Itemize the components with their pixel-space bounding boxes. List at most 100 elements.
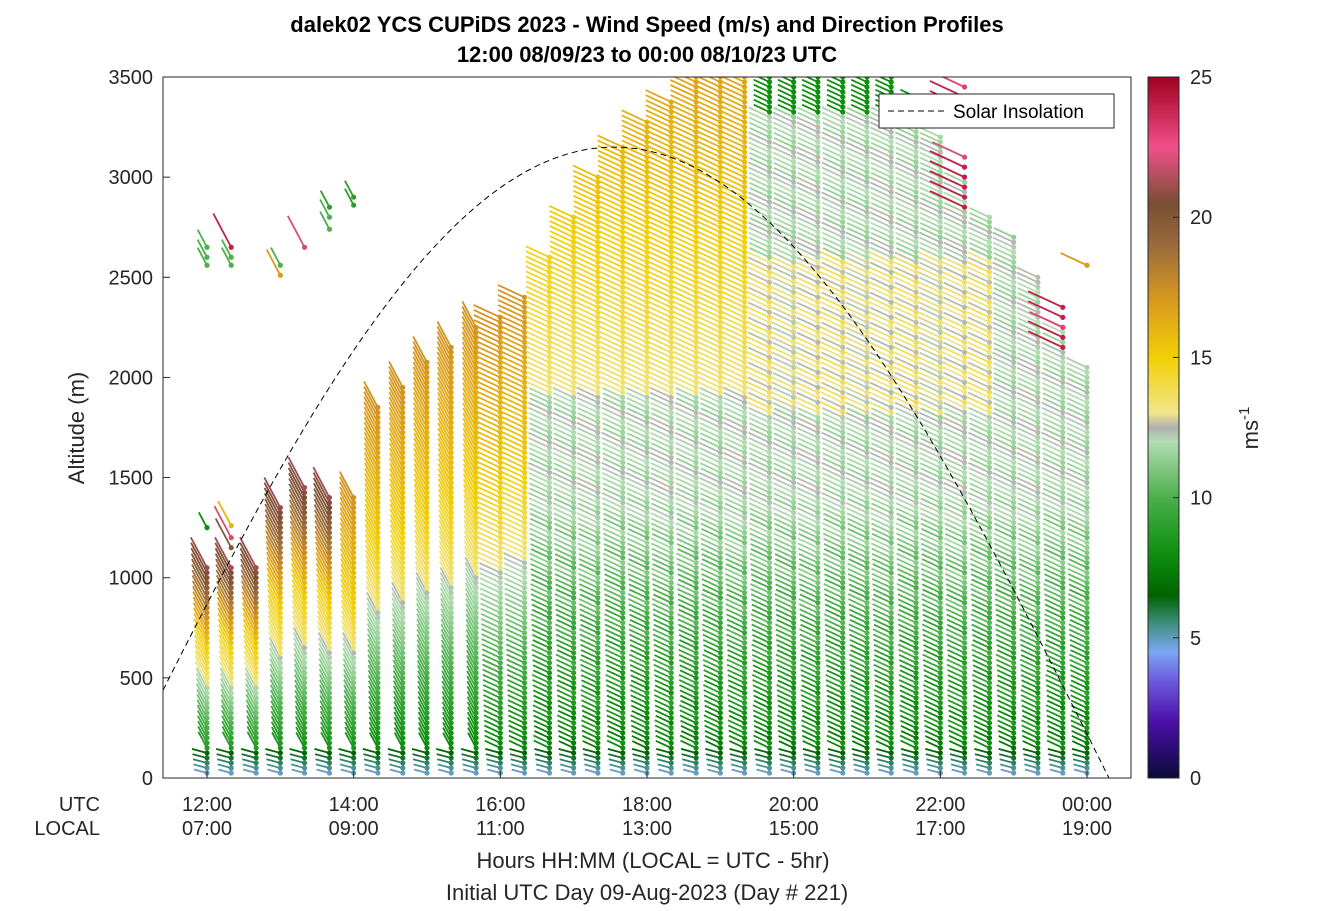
wind-barb-point [277, 555, 283, 561]
wind-barb-point [668, 314, 674, 320]
wind-barb-line [556, 669, 575, 679]
wind-barb-point [717, 620, 723, 626]
wind-barb-point [668, 359, 674, 366]
wind-barb-point [815, 339, 821, 345]
wind-barb-point [766, 635, 773, 641]
wind-barb-line [526, 335, 550, 349]
wind-barb-line [482, 678, 501, 689]
wind-barb-point [791, 690, 797, 696]
wind-barb-line [270, 694, 282, 714]
wind-barb-point [668, 750, 674, 756]
wind-barb-point [326, 735, 333, 741]
wind-barb-line [295, 721, 306, 739]
wind-barb-line [607, 730, 624, 739]
wind-barb-point [693, 495, 699, 501]
wind-barb-point [741, 595, 748, 601]
wind-barb-point [448, 755, 454, 761]
wind-barb-line [506, 668, 525, 679]
wind-barb-line [294, 710, 306, 729]
wind-barb-line [501, 516, 525, 529]
wind-barb-point [253, 610, 259, 616]
wind-barb-point [815, 685, 821, 691]
wind-barb-line [601, 472, 624, 484]
wind-barb-line [573, 230, 599, 244]
wind-barb-line [650, 517, 672, 529]
wind-barb-point [766, 304, 773, 310]
wind-barb-point [620, 625, 626, 631]
wind-barb-line [553, 397, 575, 409]
wind-barb-point [448, 364, 454, 371]
wind-barb-point [815, 550, 821, 556]
wind-barb-point [521, 735, 528, 741]
wind-barb-line [294, 689, 306, 709]
wind-barb-line [557, 674, 575, 684]
wind-barb-line [498, 359, 525, 374]
wind-barb-point [595, 735, 601, 741]
wind-barb-point [791, 625, 797, 631]
wind-barb-point [595, 670, 601, 676]
wind-barb-line [549, 225, 575, 239]
wind-barb-point [620, 565, 626, 571]
wind-barb-line [630, 694, 648, 704]
wind-barb-line [190, 536, 208, 569]
wind-barb-point [595, 575, 601, 581]
wind-barb-line [528, 522, 550, 534]
wind-barb-line [526, 366, 550, 379]
wind-barb-point [375, 725, 381, 731]
wind-barb-point [301, 630, 308, 636]
wind-barb-point [595, 409, 601, 416]
wind-barb-point [546, 730, 553, 736]
wind-barb-point [766, 680, 773, 686]
wind-barb-line [652, 613, 672, 624]
wind-barb-point [644, 314, 650, 320]
wind-barb-line [630, 704, 648, 714]
wind-barb-point [546, 359, 553, 366]
wind-barb-point [521, 500, 528, 506]
wind-barb-point [693, 625, 699, 631]
wind-barb-point [277, 605, 283, 611]
wind-barb-point [301, 575, 308, 581]
wind-barb-point [595, 610, 601, 616]
wind-barb-point [693, 550, 699, 556]
wind-barb-point [791, 545, 797, 551]
wind-barb-point [620, 399, 626, 406]
wind-barb-point [717, 615, 723, 621]
wind-barb-point [424, 530, 430, 536]
wind-barb-line [649, 446, 672, 459]
wind-barb-point [644, 580, 650, 586]
wind-barb-line [626, 482, 648, 494]
wind-barb-line [573, 220, 599, 234]
wind-barb-point [766, 389, 773, 396]
wind-barb-line [577, 497, 599, 509]
wind-barb-point [668, 424, 674, 431]
wind-barb-point [620, 555, 626, 561]
wind-barb-point [301, 745, 308, 751]
wind-barb-line [498, 324, 525, 339]
wind-barb-point [448, 680, 454, 686]
wind-barb-line [474, 369, 501, 384]
wind-barb-point [424, 489, 430, 496]
wind-barb-point [424, 520, 430, 526]
wind-barb-line [577, 407, 599, 419]
wind-barb-point [766, 530, 773, 536]
wind-barb-line [553, 457, 575, 469]
wind-barb-line [578, 552, 599, 564]
wind-barb-point [620, 334, 626, 340]
wind-barb-point [693, 500, 699, 506]
wind-barb-line [501, 536, 525, 549]
wind-barb-line [621, 149, 648, 163]
wind-barb-point [473, 710, 479, 716]
wind-barb-point [791, 570, 797, 576]
wind-barb-line [574, 295, 599, 309]
wind-barb-point [351, 635, 357, 641]
wind-barb-point [668, 515, 674, 521]
wind-barb-line [190, 542, 208, 574]
wind-barb-line [553, 402, 575, 414]
wind-barb-point [620, 379, 626, 386]
wind-barb-point [668, 615, 674, 621]
wind-barb-line [574, 280, 599, 294]
wind-barb-point [815, 344, 821, 350]
wind-barb-line [622, 215, 648, 229]
wind-barb-line [506, 653, 525, 664]
wind-barb-line [627, 527, 648, 539]
